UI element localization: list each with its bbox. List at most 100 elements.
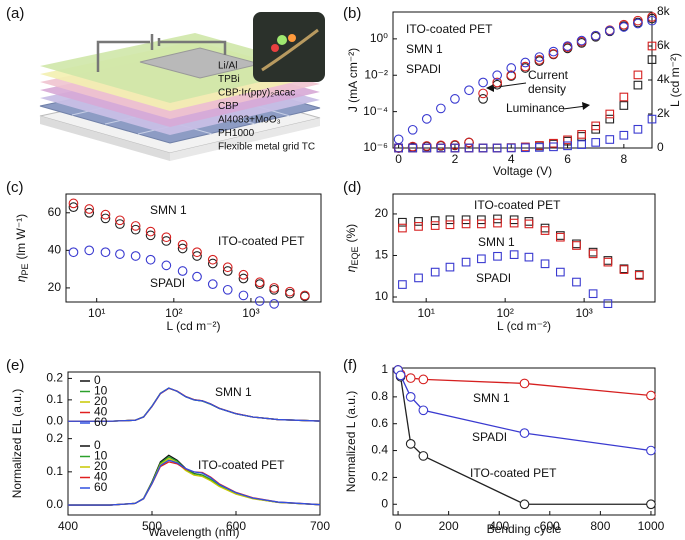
marker [588,289,598,299]
marker [394,143,403,153]
marker [563,135,572,145]
marker [519,378,530,389]
marker [464,85,474,96]
marker [285,288,295,299]
x-tick-label: 800 [590,519,610,533]
annotation-arrow [562,105,587,110]
marker [405,438,416,449]
marker [619,265,629,274]
marker [493,218,502,228]
marker [618,19,629,30]
axis-label-unit: (%) [344,224,358,243]
y2-tick-label: 8k [657,4,671,18]
marker [445,262,455,272]
marker [540,223,550,233]
y2-tick-label: 2k [657,106,671,120]
marker [207,254,218,265]
marker [555,267,565,277]
marker [509,218,519,228]
y-tick-label: 60 [48,205,62,219]
marker [130,251,141,261]
wire [160,40,227,55]
marker [192,247,202,258]
marker [478,88,488,99]
panel-label: (e) [6,357,24,374]
axis-label: Wavelength (nm) [149,525,240,539]
annotation: SMN 1 [215,385,252,399]
marker [605,114,615,124]
marker [540,226,550,235]
marker [238,273,249,284]
marker [130,224,141,235]
panel-label: (d) [343,179,361,196]
axis-label: Normalized L (a.u.) [344,391,358,493]
panel-label: (a) [6,5,24,22]
marker [464,143,474,153]
axis-label-sub: EQE [350,246,360,265]
annotation-arrowhead [582,102,590,110]
y-tick-label: 0.2 [46,371,63,385]
marker [509,250,519,259]
series-name: SMN 1 [478,235,515,249]
y-tick-label: 20 [48,280,62,294]
axis-label: ηEQE (%) [344,224,360,272]
marker [646,445,656,456]
marker [238,269,249,280]
marker [524,252,534,262]
marker [492,143,502,153]
layer-label: Li/Al [218,61,237,72]
layer-label: Al4083+MoO₃ [218,115,281,126]
device-photo [253,12,325,82]
marker [605,135,615,144]
axis-label-unit: (lm W⁻¹) [14,214,28,260]
marker [461,219,471,229]
legend-label: 20 [94,459,108,473]
photo-glow [288,34,296,42]
marker [145,226,156,237]
marker [647,41,657,51]
axis-label: L (cd m⁻²) [668,53,682,107]
marker [506,143,516,153]
layer-label: Flexible metal grid TC [218,142,315,153]
marker [222,284,233,295]
marker [177,239,188,250]
marker [519,428,530,438]
layer-label: TPBi [218,74,240,85]
x-tick-label: 0 [395,519,402,533]
marker [269,299,280,309]
marker [238,290,249,301]
marker [414,222,423,231]
marker [618,22,629,32]
marker [647,55,657,64]
axis-label: ηPE (lm W⁻¹) [14,214,30,282]
marker [540,259,550,269]
marker [398,223,407,233]
x-tick-label: 10¹ [418,306,435,320]
series-name: SPADI [150,276,185,290]
y2-tick-label: 0 [657,140,664,154]
y-tick-label: 0.1 [46,392,63,406]
marker [407,141,418,152]
marker [591,138,601,147]
axis-label: Bending cycle [487,522,562,536]
marker [603,257,613,267]
marker [577,140,586,149]
photo-detail [261,28,319,72]
marker [548,46,559,57]
marker [115,249,125,259]
marker [421,114,432,124]
marker [398,217,407,227]
legend-label: 60 [94,415,108,429]
marker [478,143,488,153]
marker [254,277,265,288]
axis-label: L (cd m⁻²) [167,319,221,333]
series-name: ITO-coated PET [470,466,557,480]
marker [430,216,440,225]
x-tick-label: 0 [395,152,402,166]
series-line [68,387,321,422]
x-tick-label: 10² [496,306,513,320]
marker [450,143,460,153]
marker [192,251,202,261]
panel-label: (f) [343,357,357,374]
axis-label: Voltage (V) [493,164,552,178]
